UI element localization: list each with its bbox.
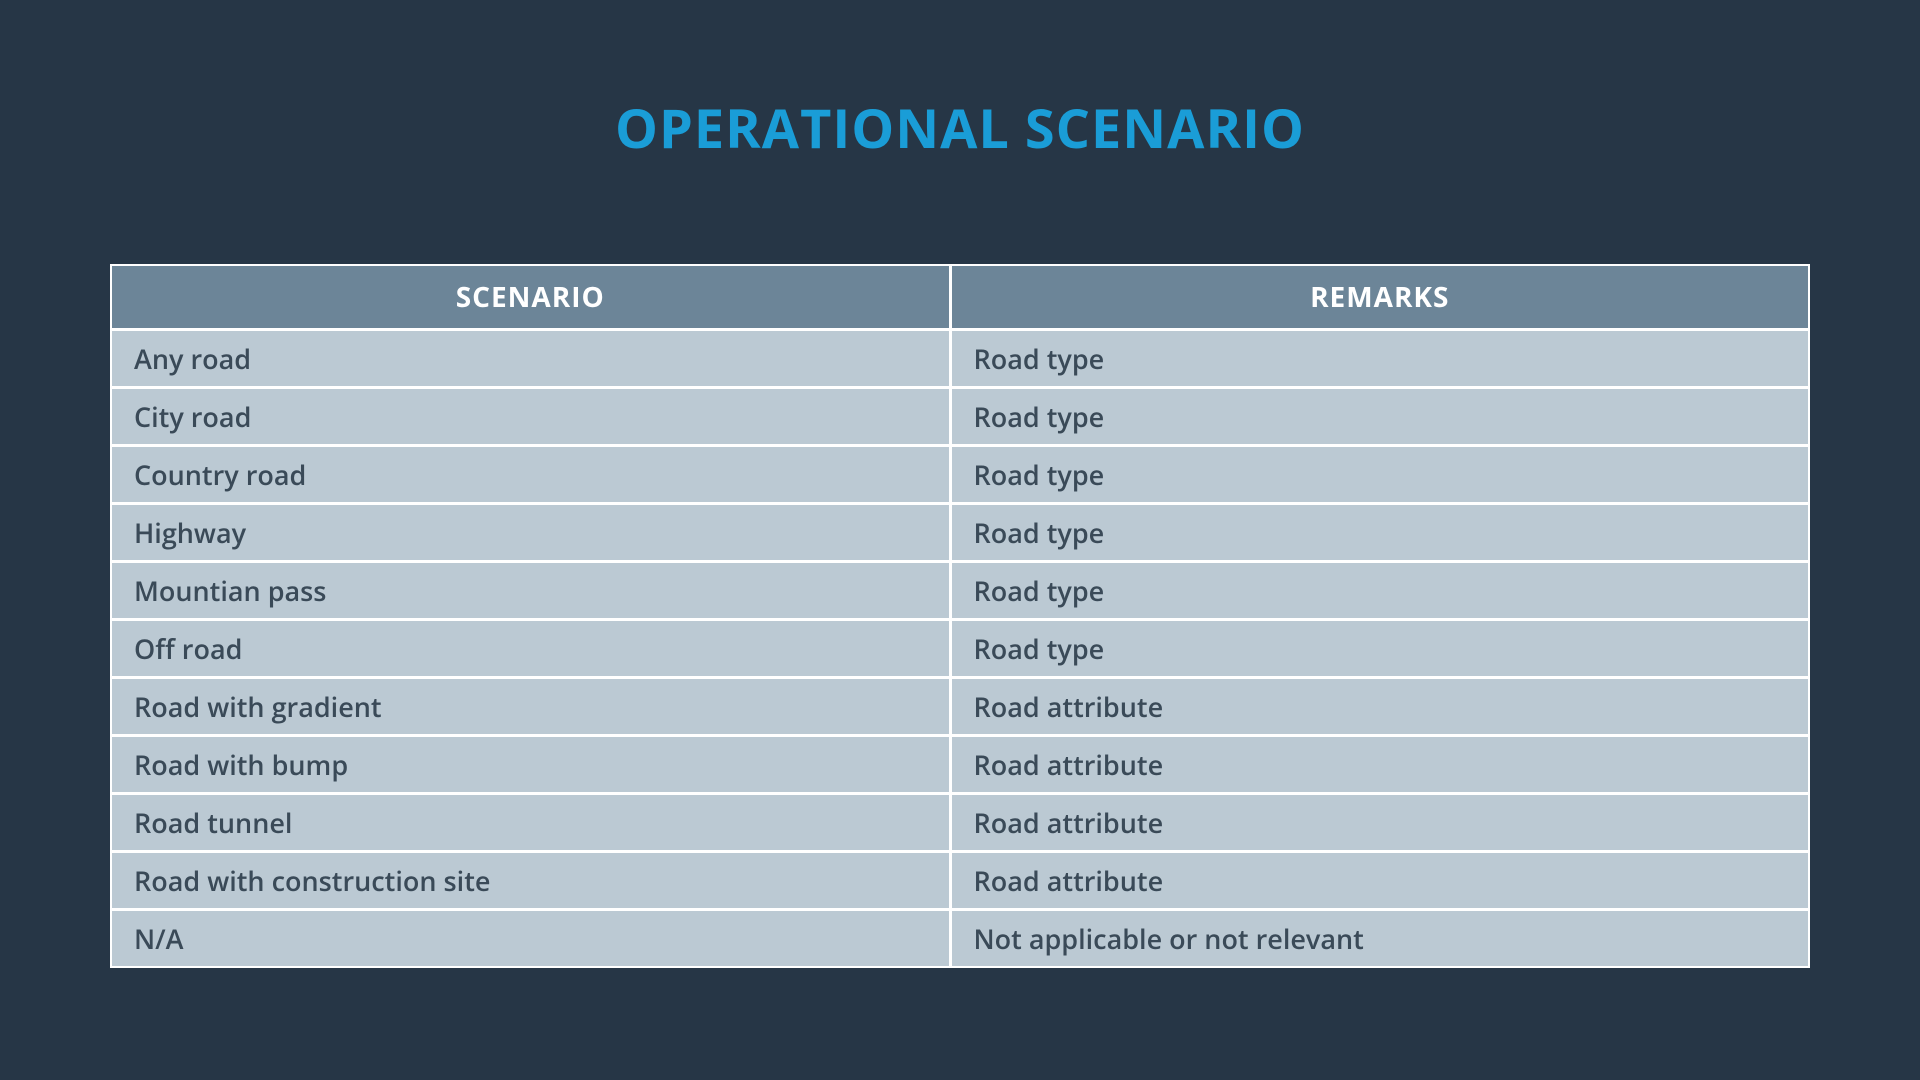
cell-remarks: Road type — [952, 389, 1808, 447]
cell-scenario: Road with gradient — [112, 679, 952, 737]
cell-scenario: N/A — [112, 911, 952, 966]
cell-scenario: Mountian pass — [112, 563, 952, 621]
cell-remarks: Road attribute — [952, 853, 1808, 911]
cell-remarks: Road attribute — [952, 737, 1808, 795]
cell-remarks: Road type — [952, 447, 1808, 505]
table-row: Road with gradient Road attribute — [112, 679, 1808, 737]
cell-scenario: Any road — [112, 331, 952, 389]
table-body: Any road Road type City road Road type C… — [112, 331, 1808, 966]
cell-remarks: Road type — [952, 563, 1808, 621]
table-row: Mountian pass Road type — [112, 563, 1808, 621]
cell-remarks: Road type — [952, 505, 1808, 563]
cell-scenario: Off road — [112, 621, 952, 679]
table-row: Road tunnel Road attribute — [112, 795, 1808, 853]
cell-scenario: Country road — [112, 447, 952, 505]
cell-scenario: City road — [112, 389, 952, 447]
table-row: Off road Road type — [112, 621, 1808, 679]
table-header-scenario: SCENARIO — [112, 266, 952, 331]
cell-remarks: Road attribute — [952, 679, 1808, 737]
cell-remarks: Road attribute — [952, 795, 1808, 853]
table-row: N/A Not applicable or not relevant — [112, 911, 1808, 966]
slide-title: OPERATIONAL SCENARIO — [615, 90, 1305, 164]
table-row: Road with construction site Road attribu… — [112, 853, 1808, 911]
cell-remarks: Road type — [952, 331, 1808, 389]
table-wrapper: SCENARIO REMARKS Any road Road type City… — [110, 264, 1810, 968]
cell-scenario: Road with construction site — [112, 853, 952, 911]
cell-scenario: Road with bump — [112, 737, 952, 795]
table-row: Road with bump Road attribute — [112, 737, 1808, 795]
table-row: Highway Road type — [112, 505, 1808, 563]
cell-scenario: Highway — [112, 505, 952, 563]
table-header-remarks: REMARKS — [952, 266, 1808, 331]
table-row: City road Road type — [112, 389, 1808, 447]
table-row: Any road Road type — [112, 331, 1808, 389]
slide-container: OPERATIONAL SCENARIO SCENARIO REMARKS An… — [0, 0, 1920, 1080]
cell-remarks: Not applicable or not relevant — [952, 911, 1808, 966]
table-header-row: SCENARIO REMARKS — [112, 266, 1808, 331]
cell-scenario: Road tunnel — [112, 795, 952, 853]
scenario-table: SCENARIO REMARKS Any road Road type City… — [112, 266, 1808, 966]
cell-remarks: Road type — [952, 621, 1808, 679]
table-row: Country road Road type — [112, 447, 1808, 505]
